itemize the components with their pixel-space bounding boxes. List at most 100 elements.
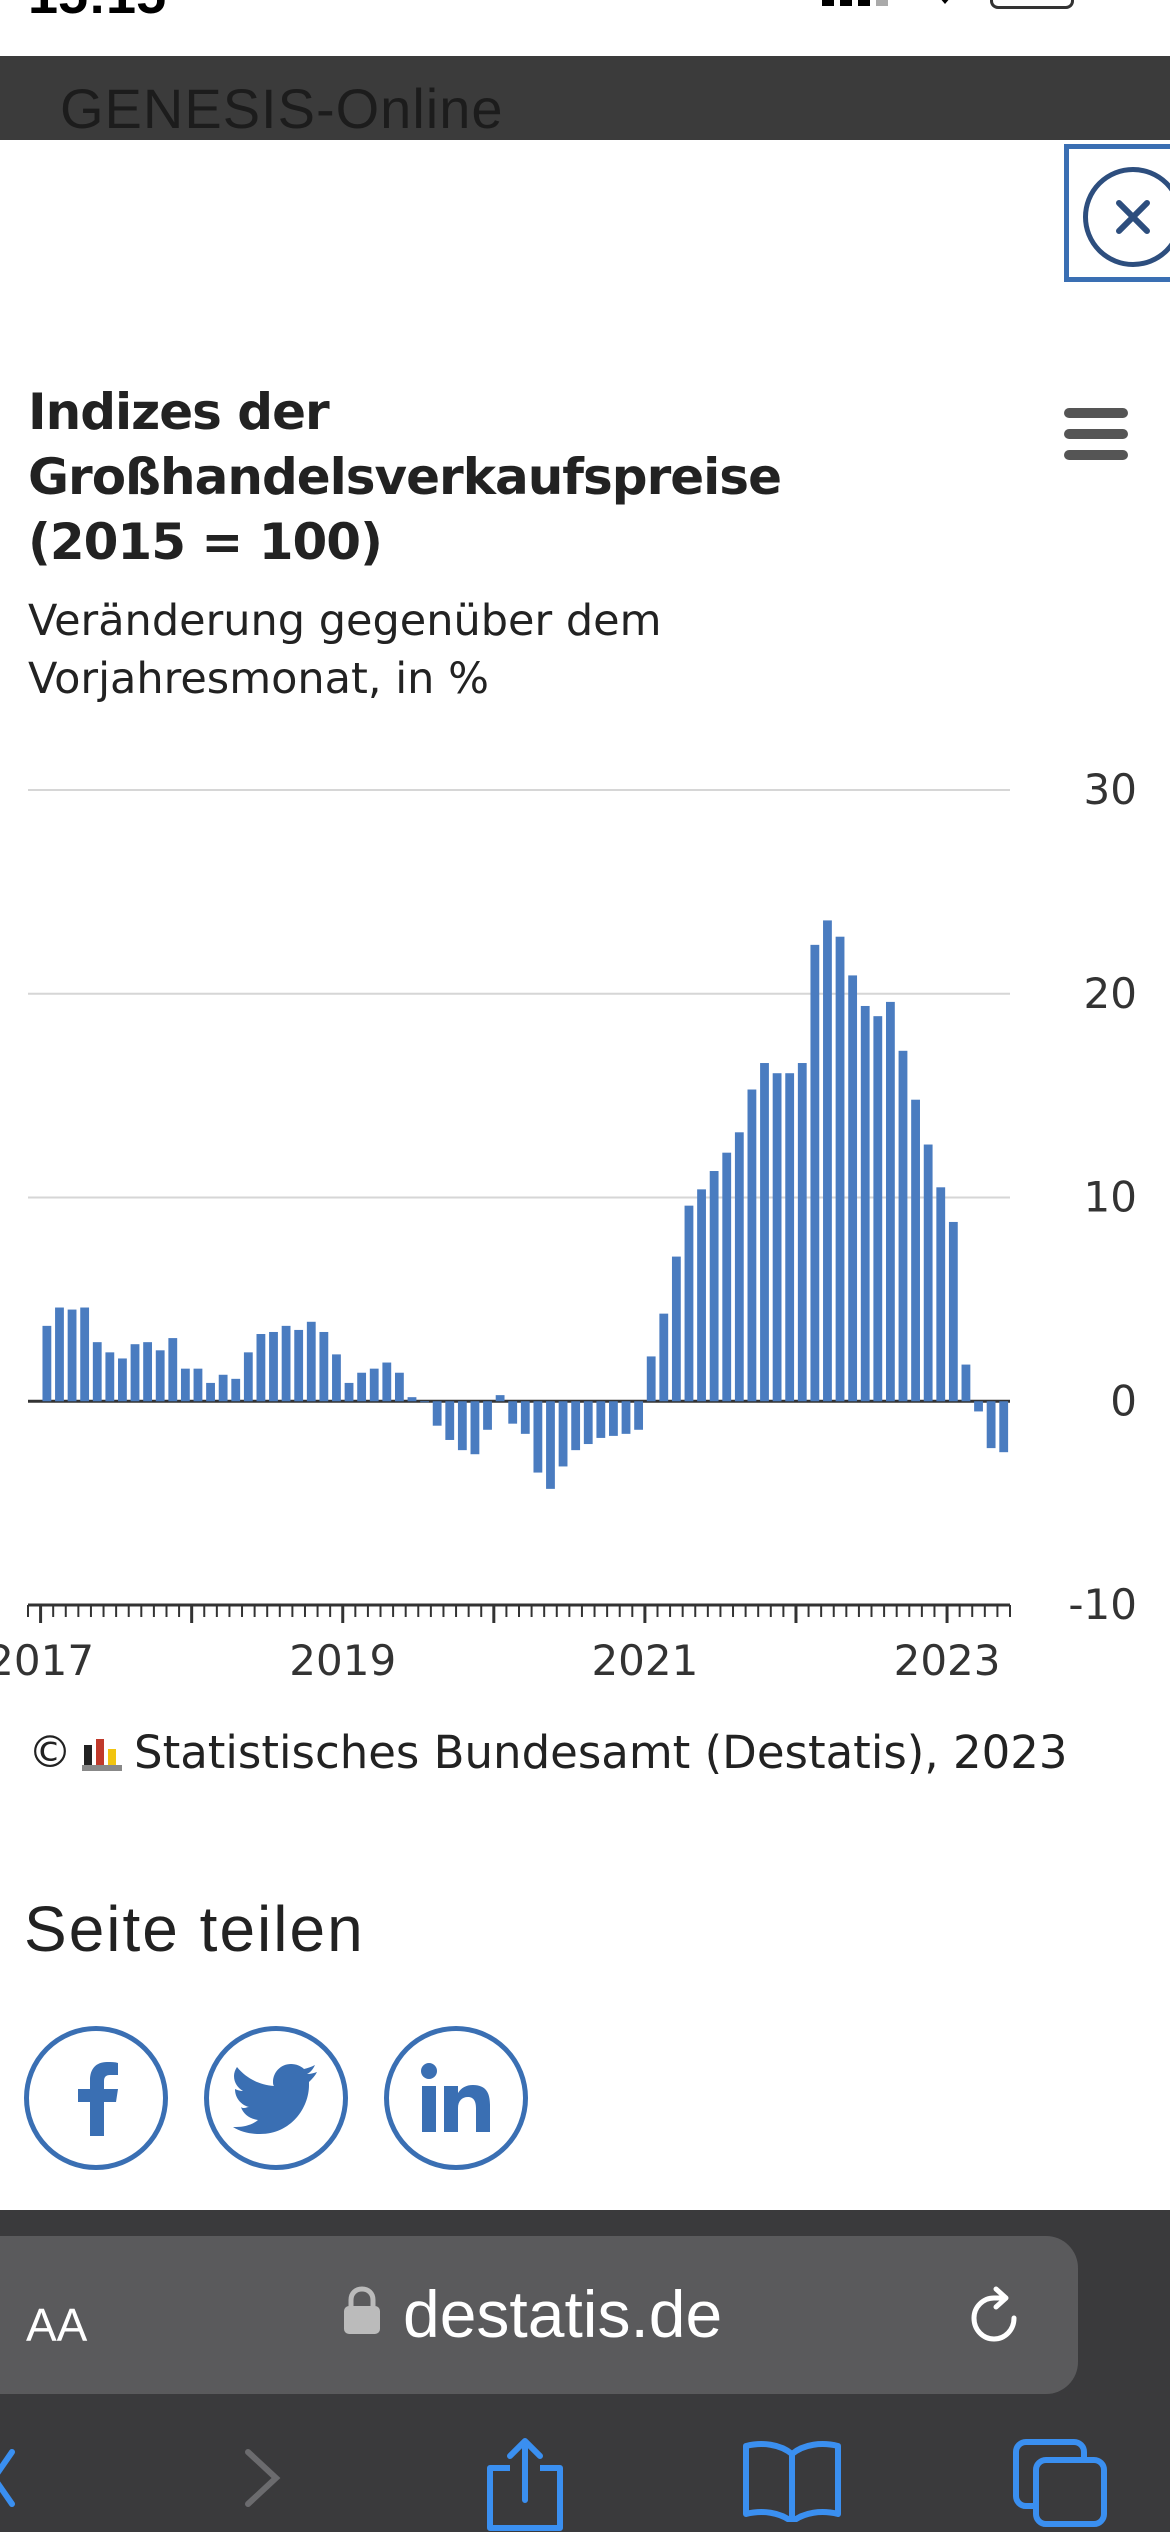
bar bbox=[911, 1099, 920, 1402]
bar bbox=[382, 1362, 392, 1402]
bar bbox=[294, 1329, 304, 1402]
text-size-label: AA bbox=[26, 2299, 88, 2351]
bar bbox=[319, 1331, 329, 1402]
bar bbox=[684, 1205, 694, 1402]
bar bbox=[936, 1187, 946, 1402]
bar bbox=[596, 1401, 606, 1438]
bar bbox=[986, 1401, 996, 1449]
bar bbox=[155, 1350, 165, 1402]
bar bbox=[193, 1368, 203, 1402]
chart-labels: 30 20 10 0 -10 2017 2019 2021 2023 bbox=[0, 765, 1137, 1685]
bar bbox=[923, 1144, 933, 1402]
bar bbox=[546, 1401, 555, 1489]
bar bbox=[520, 1401, 530, 1434]
bar bbox=[860, 1005, 870, 1402]
bar bbox=[269, 1331, 278, 1402]
share-title: Seite teilen bbox=[24, 1893, 365, 1965]
bar bbox=[42, 1325, 52, 1402]
bar bbox=[634, 1401, 644, 1430]
share-icon[interactable] bbox=[482, 2438, 568, 2532]
x-tick-label: 2017 bbox=[0, 1636, 94, 1685]
wifi-icon bbox=[941, 0, 949, 4]
bar bbox=[722, 1152, 732, 1402]
bar bbox=[407, 1397, 417, 1402]
bar bbox=[772, 1073, 782, 1402]
text-size-button[interactable]: AA bbox=[26, 2280, 87, 2356]
bar bbox=[180, 1368, 190, 1402]
bar bbox=[483, 1401, 492, 1430]
bar bbox=[671, 1256, 681, 1402]
bar bbox=[218, 1374, 228, 1402]
bar bbox=[55, 1307, 64, 1402]
bar bbox=[306, 1321, 316, 1402]
bar bbox=[961, 1364, 971, 1402]
bar bbox=[609, 1401, 618, 1436]
bar bbox=[231, 1378, 241, 1402]
chart-bars bbox=[42, 920, 1009, 1489]
y-tick-label: 0 bbox=[1110, 1376, 1137, 1425]
bar bbox=[709, 1171, 719, 1402]
bar bbox=[357, 1372, 367, 1402]
bar bbox=[835, 936, 845, 1402]
share-facebook-button[interactable] bbox=[24, 2026, 168, 2170]
bar bbox=[747, 1089, 757, 1402]
bar bbox=[848, 975, 858, 1402]
bar bbox=[583, 1401, 593, 1445]
close-icon bbox=[1116, 200, 1150, 234]
destatis-logo-icon bbox=[82, 1738, 122, 1771]
lock-icon bbox=[344, 2286, 380, 2334]
address-bar[interactable]: AA destatis.de bbox=[0, 2236, 1078, 2394]
page-header-title: GENESIS-Online bbox=[60, 77, 504, 140]
status-time: 15:15 bbox=[28, 0, 166, 26]
chart-subtitle: Veränderung gegenüber dem Vorjahresmonat… bbox=[28, 596, 662, 704]
bar bbox=[621, 1401, 631, 1434]
chart-menu-icon[interactable] bbox=[1064, 406, 1128, 462]
url-text[interactable]: destatis.de bbox=[403, 2277, 723, 2351]
bar bbox=[394, 1372, 404, 1402]
bar bbox=[797, 1063, 807, 1402]
bar bbox=[533, 1401, 543, 1473]
back-icon[interactable] bbox=[0, 2438, 20, 2518]
bar bbox=[92, 1342, 102, 1402]
bar bbox=[885, 1001, 895, 1402]
x-tick-label: 2019 bbox=[289, 1636, 396, 1685]
bar bbox=[697, 1189, 706, 1402]
reload-icon[interactable] bbox=[962, 2284, 1026, 2348]
close-button-frame[interactable] bbox=[1064, 144, 1170, 282]
bar bbox=[256, 1334, 266, 1402]
close-button[interactable] bbox=[1083, 167, 1170, 267]
y-tick-label: 20 bbox=[1084, 969, 1137, 1018]
share-linkedin-button[interactable] bbox=[384, 2026, 528, 2170]
bar bbox=[646, 1356, 656, 1402]
bookmarks-icon[interactable] bbox=[742, 2438, 842, 2522]
credit-text: Statistisches Bundesamt (Destatis), 2023 bbox=[134, 1726, 1068, 1779]
bar bbox=[67, 1309, 77, 1402]
x-tick-label: 2021 bbox=[591, 1636, 698, 1685]
status-bar: 15:15 bbox=[0, 0, 1170, 56]
x-tick-label: 2023 bbox=[894, 1636, 1001, 1685]
bar bbox=[974, 1401, 983, 1412]
bar bbox=[659, 1313, 669, 1402]
bar bbox=[80, 1307, 90, 1402]
bar bbox=[420, 1401, 429, 1403]
bar bbox=[873, 1016, 883, 1402]
chart-title: Indizes der Großhandelsverkaufspreise (2… bbox=[28, 383, 782, 571]
chart-credit: © Statistisches Bundesamt (Destatis), 20… bbox=[28, 1726, 1067, 1779]
bar bbox=[823, 920, 832, 1402]
bar bbox=[508, 1401, 518, 1424]
bar bbox=[457, 1401, 467, 1451]
bar bbox=[332, 1354, 341, 1402]
bar bbox=[558, 1401, 568, 1467]
battery-icon bbox=[990, 0, 1074, 9]
tabs-icon[interactable] bbox=[1012, 2438, 1108, 2528]
bar bbox=[432, 1401, 442, 1426]
bar bbox=[810, 944, 820, 1402]
bar bbox=[130, 1344, 140, 1402]
bar bbox=[495, 1395, 505, 1402]
bar bbox=[445, 1401, 455, 1440]
share-twitter-button[interactable] bbox=[204, 2026, 348, 2170]
y-tick-label: 30 bbox=[1084, 765, 1137, 814]
facebook-icon bbox=[78, 2062, 118, 2136]
forward-icon[interactable] bbox=[238, 2438, 288, 2518]
chart-gridlines bbox=[28, 789, 1010, 1403]
